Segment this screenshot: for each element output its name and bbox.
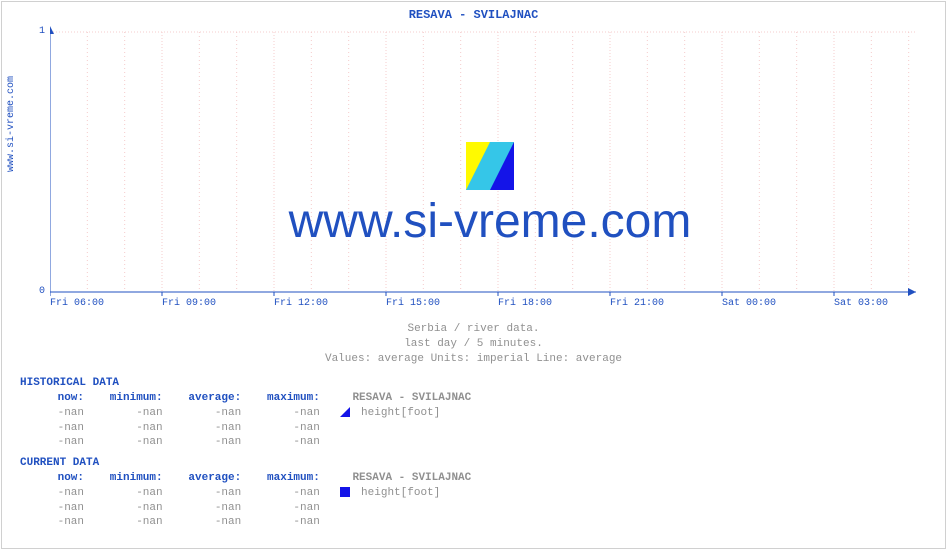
hist-r2-c2: -nan bbox=[177, 435, 249, 450]
hist-r2-c3: -nan bbox=[256, 435, 328, 450]
chart-subtitle-block: Serbia / river data. last day / 5 minute… bbox=[2, 322, 945, 367]
curr-r2-c2: -nan bbox=[177, 515, 249, 530]
hist-r0-c0: -nan bbox=[20, 406, 92, 421]
historical-data-section: HISTORICAL DATA now: minimum: average: m… bbox=[20, 376, 471, 450]
curr-row-1: -nan -nan -nan -nan bbox=[20, 501, 471, 516]
hist-r1-c1: -nan bbox=[99, 421, 171, 436]
curr-hdr-avg: average: bbox=[177, 471, 249, 486]
watermark-logo bbox=[466, 142, 514, 190]
hist-row-0: -nan -nan -nan -nan height[foot] bbox=[20, 406, 471, 421]
current-data-section: CURRENT DATA now: minimum: average: maxi… bbox=[20, 456, 471, 530]
hist-r1-c3: -nan bbox=[256, 421, 328, 436]
chart-title: RESAVA - SVILAJNAC bbox=[2, 8, 945, 22]
hist-row-2: -nan -nan -nan -nan bbox=[20, 435, 471, 450]
x-tick-1: Fri 09:00 bbox=[162, 298, 216, 309]
curr-hdr-max: maximum: bbox=[256, 471, 328, 486]
x-tick-4: Fri 18:00 bbox=[498, 298, 552, 309]
hist-hdr-max: maximum: bbox=[256, 391, 328, 406]
curr-r0-c0: -nan bbox=[20, 486, 92, 501]
y-axis-label-left: www.si-vreme.com bbox=[6, 76, 17, 172]
hist-hdr-now: now: bbox=[20, 391, 92, 406]
hist-r2-c0: -nan bbox=[20, 435, 92, 450]
y-tick-1: 1 bbox=[39, 26, 45, 37]
hist-series-label: RESAVA - SVILAJNAC bbox=[334, 391, 471, 406]
x-tick-6: Sat 00:00 bbox=[722, 298, 776, 309]
chart-plot-area: www.si-vreme.com bbox=[50, 26, 930, 294]
current-heading: CURRENT DATA bbox=[20, 456, 471, 471]
x-tick-2: Fri 12:00 bbox=[274, 298, 328, 309]
hist-unit-label: height[foot] bbox=[361, 407, 440, 419]
hist-r1-c0: -nan bbox=[20, 421, 92, 436]
x-tick-3: Fri 15:00 bbox=[386, 298, 440, 309]
curr-hdr-now: now: bbox=[20, 471, 92, 486]
curr-r0-c2: -nan bbox=[177, 486, 249, 501]
y-tick-0: 0 bbox=[39, 286, 45, 297]
hist-r0-c3: -nan bbox=[256, 406, 328, 421]
curr-r1-c2: -nan bbox=[177, 501, 249, 516]
x-tick-0: Fri 06:00 bbox=[50, 298, 104, 309]
subtitle-line-1: Serbia / river data. bbox=[2, 322, 945, 337]
curr-row-0: -nan -nan -nan -nan height[foot] bbox=[20, 486, 471, 501]
curr-unit-label: height[foot] bbox=[361, 487, 440, 499]
curr-r2-c3: -nan bbox=[256, 515, 328, 530]
historical-heading: HISTORICAL DATA bbox=[20, 376, 471, 391]
subtitle-line-2: last day / 5 minutes. bbox=[2, 337, 945, 352]
curr-r2-c1: -nan bbox=[99, 515, 171, 530]
curr-r1-c0: -nan bbox=[20, 501, 92, 516]
logo-icon bbox=[466, 142, 514, 190]
hist-hdr-avg: average: bbox=[177, 391, 249, 406]
hist-r1-c2: -nan bbox=[177, 421, 249, 436]
hist-hdr-min: minimum: bbox=[99, 391, 171, 406]
curr-r1-c3: -nan bbox=[256, 501, 328, 516]
x-tick-5: Fri 21:00 bbox=[610, 298, 664, 309]
x-tick-7: Sat 03:00 bbox=[834, 298, 888, 309]
watermark-text: www.si-vreme.com bbox=[50, 194, 930, 249]
subtitle-line-3: Values: average Units: imperial Line: av… bbox=[2, 352, 945, 367]
curr-r0-c1: -nan bbox=[99, 486, 171, 501]
hist-row-1: -nan -nan -nan -nan bbox=[20, 421, 471, 436]
hist-swatch bbox=[340, 407, 350, 417]
hist-r0-c1: -nan bbox=[99, 406, 171, 421]
curr-row-2: -nan -nan -nan -nan bbox=[20, 515, 471, 530]
curr-series-label: RESAVA - SVILAJNAC bbox=[334, 471, 471, 486]
curr-hdr-min: minimum: bbox=[99, 471, 171, 486]
hist-r0-c2: -nan bbox=[177, 406, 249, 421]
curr-swatch bbox=[340, 487, 350, 497]
chart-container: RESAVA - SVILAJNAC www.si-vreme.com www.… bbox=[1, 1, 946, 549]
curr-r0-c3: -nan bbox=[256, 486, 328, 501]
curr-r2-c0: -nan bbox=[20, 515, 92, 530]
curr-r1-c1: -nan bbox=[99, 501, 171, 516]
hist-r2-c1: -nan bbox=[99, 435, 171, 450]
